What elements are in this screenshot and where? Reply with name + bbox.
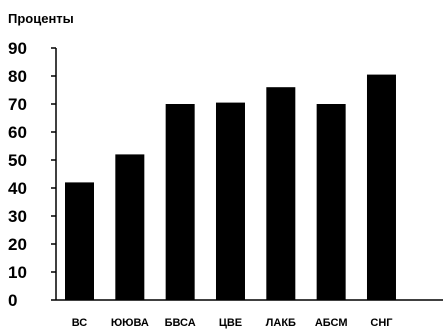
y-tick-label: 90 bbox=[8, 39, 27, 58]
bar bbox=[65, 182, 94, 300]
x-axis-ticks: ВС ЮЮВА БВСА ЦВЕ ЛАКБ АБСМ СНГ bbox=[72, 317, 394, 329]
bar bbox=[115, 154, 145, 300]
x-tick-label: ВС bbox=[72, 317, 88, 329]
y-tick-label: 40 bbox=[8, 179, 27, 198]
bar bbox=[215, 102, 245, 300]
bar bbox=[366, 74, 396, 300]
x-tick-label: СНГ bbox=[370, 317, 393, 329]
y-tick-label: 50 bbox=[8, 151, 27, 170]
y-tick-label: 70 bbox=[8, 95, 27, 114]
y-tick-label: 20 bbox=[8, 235, 27, 254]
y-tick-label: 30 bbox=[8, 207, 27, 226]
y-tick-label: 60 bbox=[8, 123, 27, 142]
bar bbox=[165, 104, 195, 300]
x-tick-label: ЛАКБ bbox=[266, 317, 296, 329]
bar bbox=[266, 87, 296, 300]
x-tick-label: ЮЮВА bbox=[111, 317, 149, 329]
x-tick-label: ЦВЕ bbox=[219, 317, 242, 329]
bars bbox=[65, 74, 396, 300]
y-tick-label: 80 bbox=[8, 67, 27, 86]
bar bbox=[316, 104, 346, 300]
y-axis-ticks: 0 10 20 30 40 50 60 70 80 90 bbox=[8, 39, 56, 310]
y-tick-label: 10 bbox=[8, 263, 27, 282]
y-tick-label: 0 bbox=[8, 291, 17, 310]
x-tick-label: БВСА bbox=[165, 317, 196, 329]
y-axis-label: Проценты bbox=[8, 11, 74, 26]
x-tick-label: АБСМ bbox=[315, 317, 348, 329]
